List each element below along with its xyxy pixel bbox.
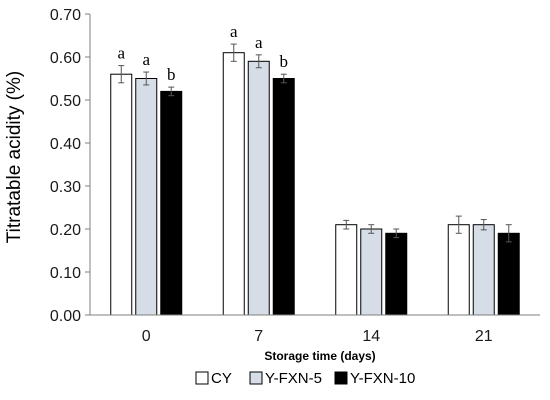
- legend: CY Y-FXN-5 Y-FXN-10: [195, 370, 415, 387]
- error-bar: [280, 73, 287, 84]
- legend-label: CY: [211, 370, 232, 387]
- error-bar: [230, 43, 237, 62]
- bar-cy-day-14: [335, 224, 358, 316]
- error-bar: [368, 224, 375, 234]
- error-bar: [168, 86, 175, 97]
- error-bar: [255, 54, 262, 69]
- x-tick-label: 0: [142, 328, 151, 345]
- y-tick-label: 0.30: [50, 179, 81, 196]
- legend-label: Y-FXN-10: [350, 370, 415, 387]
- bar-y-fxn-10-day-7: [272, 78, 295, 316]
- significance-label: b: [167, 65, 176, 84]
- y-tick-label: 0.60: [50, 50, 81, 67]
- significance-label: a: [117, 44, 125, 63]
- error-bar: [343, 219, 350, 230]
- legend-swatch: [195, 371, 209, 385]
- bar-y-fxn-5-day-21: [472, 224, 495, 316]
- error-bar: [143, 71, 150, 86]
- bar-cy-day-21: [447, 224, 470, 316]
- legend-label: Y-FXN-5: [265, 370, 322, 387]
- bar-y-fxn-5-day-0: [135, 78, 158, 316]
- y-tick-label: 0.20: [50, 222, 81, 239]
- x-tick-label: 14: [362, 328, 380, 345]
- bar-cy-day-0: [110, 73, 133, 316]
- bar-y-fxn-10-day-14: [385, 232, 408, 316]
- error-bar: [480, 219, 487, 231]
- y-tick-label: 0.50: [50, 93, 81, 110]
- legend-swatch: [334, 371, 348, 385]
- significance-label: a: [230, 22, 238, 41]
- bar-cy-day-7: [222, 52, 245, 316]
- legend-item-y-fxn-5: Y-FXN-5: [249, 370, 322, 387]
- significance-label: b: [280, 52, 289, 71]
- significance-label: a: [255, 33, 263, 52]
- y-tick-label: 0.00: [50, 308, 81, 325]
- error-bar: [505, 224, 512, 243]
- y-tick-label: 0.40: [50, 136, 81, 153]
- legend-item-cy: CY: [195, 370, 232, 387]
- x-axis-label: Storage time (days): [264, 349, 375, 363]
- x-tick-label: 21: [475, 328, 493, 345]
- x-tick-label: 7: [254, 328, 263, 345]
- error-bar: [393, 228, 400, 239]
- bar-y-fxn-10-day-21: [497, 232, 520, 316]
- y-tick-label: 0.10: [50, 265, 81, 282]
- legend-swatch: [249, 371, 263, 385]
- bar-y-fxn-10-day-0: [160, 90, 183, 316]
- y-axis-label: Titratable acidity (%): [4, 71, 25, 243]
- y-tick-label: 0.70: [50, 7, 81, 24]
- error-bar: [455, 215, 462, 234]
- bar-y-fxn-5-day-7: [247, 60, 270, 316]
- legend-item-y-fxn-10: Y-FXN-10: [334, 370, 415, 387]
- bar-y-fxn-5-day-14: [360, 228, 383, 316]
- significance-label: a: [142, 50, 150, 69]
- error-bar: [118, 65, 125, 84]
